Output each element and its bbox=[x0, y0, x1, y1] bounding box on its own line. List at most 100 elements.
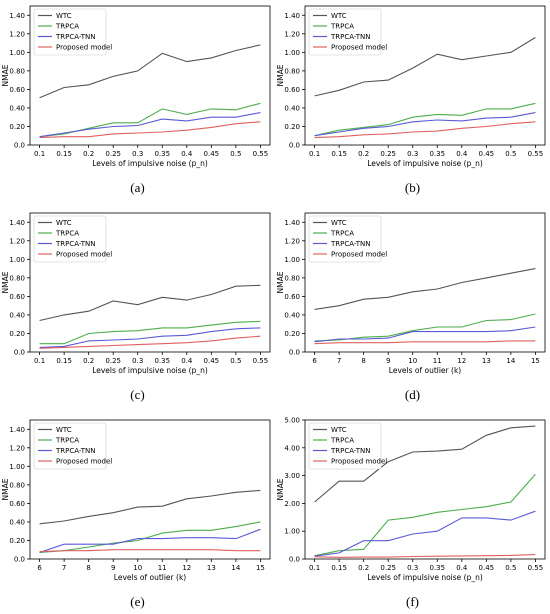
legend-label: TRPCA bbox=[55, 23, 79, 31]
legend-label: Proposed model bbox=[331, 458, 387, 466]
x-tick-label: 9 bbox=[386, 357, 390, 365]
legend-label: TRPCA bbox=[55, 230, 79, 238]
y-tick-label: 0.80 bbox=[9, 274, 25, 282]
x-tick-label: 9 bbox=[111, 564, 115, 572]
legend-label: TRPCA-TNN bbox=[55, 240, 96, 248]
y-tick-label: 0.20 bbox=[9, 123, 25, 131]
series-line-proposed-model bbox=[39, 335, 261, 349]
series-line-trpca-tnn bbox=[39, 327, 261, 348]
legend-box bbox=[308, 215, 382, 263]
y-tick-label: 0.60 bbox=[284, 86, 300, 94]
y-tick-label: 0.20 bbox=[284, 123, 300, 131]
legend: WTC TRPCA TRPCA-TNN Proposed model bbox=[308, 422, 387, 470]
x-tick-label: 0.25 bbox=[380, 564, 396, 572]
plot-frame bbox=[304, 5, 546, 146]
x-axis-label: Levels of outlier (k) bbox=[389, 366, 462, 375]
legend-label: Proposed model bbox=[331, 251, 387, 259]
x-tick-label: 0.15 bbox=[56, 150, 72, 158]
panel-label: (a) bbox=[130, 180, 145, 195]
y-tick-label: 0.80 bbox=[284, 67, 300, 75]
x-tick-label: 0.25 bbox=[105, 150, 121, 158]
x-tick-label: 0.45 bbox=[479, 564, 495, 572]
series-line-trpca bbox=[314, 102, 536, 137]
chart-svg: 0.0 0.20 0.40 0.60 0.80 1.00 1.20 1.40 6 7 8 9 10 11 1… bbox=[1, 419, 271, 582]
y-tick-label: 4.00 bbox=[284, 444, 300, 452]
y-tick-label: 0.0 bbox=[14, 142, 25, 150]
x-tick-label: 0.2 bbox=[83, 357, 94, 365]
panel-label: (f) bbox=[406, 594, 419, 609]
series-line-trpca-tnn bbox=[314, 326, 536, 343]
x-tick-label: 14 bbox=[506, 357, 515, 365]
x-tick-label: 8 bbox=[86, 564, 90, 572]
chart-svg: 0.0 0.20 0.40 0.60 0.80 1.00 1.20 1.40 0.1 0.15 0.… bbox=[1, 212, 271, 375]
chart-panel-1: 0.0 0.20 0.40 0.60 0.80 1.00 1.20 1.40 0.1 0.15 0.… bbox=[0, 0, 275, 200]
y-tick-label: 3.00 bbox=[284, 472, 300, 480]
legend-label: TRPCA-TNN bbox=[55, 447, 96, 455]
y-tick-label: 0.40 bbox=[9, 518, 25, 526]
y-tick-label: 1.20 bbox=[284, 30, 300, 38]
legend-label: Proposed model bbox=[56, 251, 112, 259]
x-tick-label: 13 bbox=[207, 564, 216, 572]
chart-panel-6: 0.0 1.00 2.00 3.00 4.00 5.00 0.1 0.15 0.2 0.25 0.3… bbox=[275, 414, 550, 614]
y-tick-label: 1.40 bbox=[284, 219, 300, 227]
x-tick-label: 15 bbox=[256, 564, 265, 572]
x-tick-label: 0.5 bbox=[230, 150, 241, 158]
y-tick-label: 0.60 bbox=[284, 293, 300, 301]
y-tick-label: 0.20 bbox=[9, 537, 25, 545]
legend-label: TRPCA bbox=[330, 437, 354, 445]
legend-box bbox=[308, 8, 382, 56]
series-line-proposed-model bbox=[39, 121, 261, 139]
x-tick-label: 11 bbox=[433, 357, 442, 365]
y-tick-label: 1.00 bbox=[284, 528, 300, 536]
series-line-trpca-tnn bbox=[314, 112, 536, 137]
series-line-trpca-tnn bbox=[314, 510, 536, 557]
y-tick-label: 5.00 bbox=[284, 417, 300, 425]
y-tick-label: 0.20 bbox=[284, 330, 300, 338]
x-axis-label: Levels of impulsive noise (p_n) bbox=[367, 159, 483, 168]
x-tick-label: 0.35 bbox=[154, 357, 170, 365]
legend-label: TRPCA-TNN bbox=[330, 240, 371, 248]
x-tick-label: 7 bbox=[337, 357, 341, 365]
x-tick-label: 0.5 bbox=[505, 564, 516, 572]
y-tick-label: 1.00 bbox=[9, 256, 25, 264]
x-tick-label: 0.25 bbox=[105, 357, 121, 365]
series-line-proposed-model bbox=[314, 340, 536, 345]
series-line-trpca bbox=[39, 521, 261, 554]
chart-panel-3: 0.0 0.20 0.40 0.60 0.80 1.00 1.20 1.40 0.1 0.15 0.… bbox=[0, 207, 275, 407]
y-tick-label: 1.20 bbox=[9, 444, 25, 452]
x-tick-label: 0.15 bbox=[56, 357, 72, 365]
x-tick-label: 0.4 bbox=[181, 357, 193, 365]
series-line-proposed-model bbox=[314, 554, 536, 558]
x-tick-label: 0.35 bbox=[429, 564, 445, 572]
legend: WTC TRPCA TRPCA-TNN Proposed model bbox=[33, 422, 112, 470]
legend-label: TRPCA-TNN bbox=[330, 447, 371, 455]
legend-label: TRPCA bbox=[330, 230, 354, 238]
y-tick-label: 1.40 bbox=[9, 12, 25, 20]
series-line-proposed-model bbox=[314, 121, 536, 139]
y-tick-label: 1.00 bbox=[9, 463, 25, 471]
x-tick-label: 0.2 bbox=[358, 564, 369, 572]
x-tick-label: 0.1 bbox=[309, 564, 320, 572]
legend-label: WTC bbox=[56, 12, 72, 20]
y-tick-label: 1.00 bbox=[284, 256, 300, 264]
y-tick-label: 0.80 bbox=[9, 481, 25, 489]
chart-svg: 0.0 0.20 0.40 0.60 0.80 1.00 1.20 1.40 0.1 0.15 0.… bbox=[276, 5, 546, 168]
y-tick-label: 0.60 bbox=[9, 500, 25, 508]
x-tick-label: 0.2 bbox=[358, 150, 369, 158]
legend-label: WTC bbox=[331, 426, 347, 434]
series-line-wtc bbox=[314, 425, 536, 503]
legend-label: TRPCA-TNN bbox=[55, 33, 96, 41]
x-tick-label: 0.1 bbox=[309, 150, 320, 158]
legend-box bbox=[308, 422, 382, 470]
chart-panel-2: 0.0 0.20 0.40 0.60 0.80 1.00 1.20 1.40 0.1 0.15 0.… bbox=[275, 0, 550, 200]
legend: WTC TRPCA TRPCA-TNN Proposed model bbox=[33, 8, 112, 56]
x-tick-label: 0.2 bbox=[83, 150, 94, 158]
y-tick-label: 0.0 bbox=[289, 556, 300, 564]
y-axis-label: NMAE bbox=[1, 64, 10, 86]
x-tick-label: 0.45 bbox=[204, 150, 220, 158]
y-axis-label: NMAE bbox=[1, 478, 10, 500]
x-tick-label: 0.3 bbox=[132, 357, 143, 365]
y-tick-label: 0.0 bbox=[289, 349, 300, 357]
legend-label: WTC bbox=[331, 219, 347, 227]
